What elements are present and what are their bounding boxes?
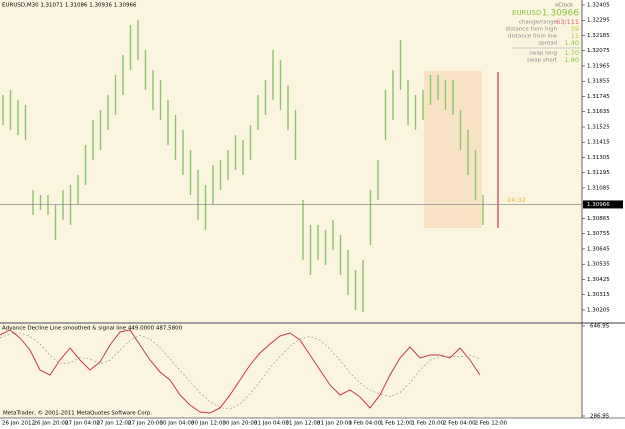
x-tick-label: 1 Feb 20:00	[412, 421, 445, 427]
y-tick-label: 1.32185	[587, 33, 610, 39]
y-tick-label: 1.30205	[587, 307, 610, 313]
marks	[0, 19, 582, 414]
x-tick-label: 2 Feb 12:00	[475, 421, 508, 427]
panel-value: 59	[571, 25, 579, 33]
y-tick-label: 1.30315	[587, 292, 610, 298]
x-tick-label: 31 Jan 12:00	[286, 421, 321, 427]
x-tick-label: 30 Jan 04:00	[160, 421, 195, 427]
x-tick-label: 26 Jan 20:00	[34, 421, 69, 427]
y-tick-label: 1.30425	[587, 277, 610, 283]
y-tick-label: 1.30535	[587, 262, 610, 268]
indicator-line	[0, 329, 481, 414]
x-tick-label: 27 Jan 20:00	[128, 421, 163, 427]
y-tick-label: 1.31635	[587, 109, 610, 115]
clock-label: xClock	[555, 3, 574, 9]
panel-label: swap long	[529, 51, 557, 57]
y-tick-label: 1.30645	[587, 246, 610, 252]
copyright: MetaTrader, © 2001-2011 MetaQuotes Softw…	[3, 410, 152, 417]
timer: 24:32	[507, 196, 526, 204]
indicator-line	[0, 332, 481, 410]
x-tick-label: 27 Jan 04:00	[65, 421, 100, 427]
panel-label: change/range	[519, 20, 558, 26]
y-tick-label: 1.31195	[587, 170, 610, 176]
y-tick-label: 1.31305	[587, 155, 610, 161]
y-tick-label: 1.32075	[587, 48, 610, 54]
panel-value: 1.40	[565, 39, 579, 47]
panel-label: distance from high	[505, 27, 557, 33]
y-tick-label: 1.32405	[587, 2, 610, 8]
panel-value: 63/111	[556, 18, 579, 26]
x-tick-label: 31 Jan 04:00	[254, 421, 289, 427]
panel-value: 11	[571, 32, 579, 40]
panel-value: 1.80	[565, 56, 579, 64]
y-tick-label: 1.31525	[587, 124, 610, 130]
y-tick-label: 1.30865	[587, 216, 610, 222]
price-pane	[0, 0, 582, 322]
x-tick-label: 26 Jan 2012	[2, 421, 35, 427]
indicator-pane	[0, 324, 582, 418]
panel-label: spread	[538, 41, 557, 47]
symbol: EURUSD	[512, 9, 541, 17]
current-price-box	[583, 200, 623, 209]
x-tick-label: 30 Jan 20:00	[223, 421, 258, 427]
x-tick-label: 2 Feb 04:00	[443, 421, 476, 427]
x-tick-label: 30 Jan 12:00	[191, 421, 226, 427]
x-tick-label: 27 Jan 12:00	[97, 421, 132, 427]
panel-label: swap short	[527, 58, 558, 64]
y-tick-label: 1.32295	[587, 18, 610, 24]
x-tick-label: 31 Jan 20:00	[317, 421, 352, 427]
current-price-label: 1.30966	[587, 202, 610, 208]
y-tick-label: 1.31965	[587, 63, 610, 69]
panel-label: distance from low	[508, 34, 557, 40]
y-tick-label: 1.31745	[587, 94, 610, 100]
x-tick-label: 1 Feb 04:00	[349, 421, 382, 427]
y-tick-label: 1.31085	[587, 185, 610, 191]
y-tick-label: 646.95	[590, 324, 610, 330]
chart-title: EURUSD,M30 1.31071 1.31086 1.30936 1.309…	[2, 3, 137, 9]
y-tick-label: 1.31855	[587, 79, 610, 85]
y-tick-label: 1.31415	[587, 140, 610, 146]
price: 1.30966	[542, 9, 579, 19]
x-tick-label: 1 Feb 12:00	[380, 421, 413, 427]
panel-value: 1.70	[565, 49, 579, 57]
indicator-title: Advance Decline Line smoothed & signal l…	[2, 326, 183, 332]
y-tick-label: 286.95	[590, 414, 610, 420]
y-tick-label: 1.30755	[587, 231, 610, 237]
